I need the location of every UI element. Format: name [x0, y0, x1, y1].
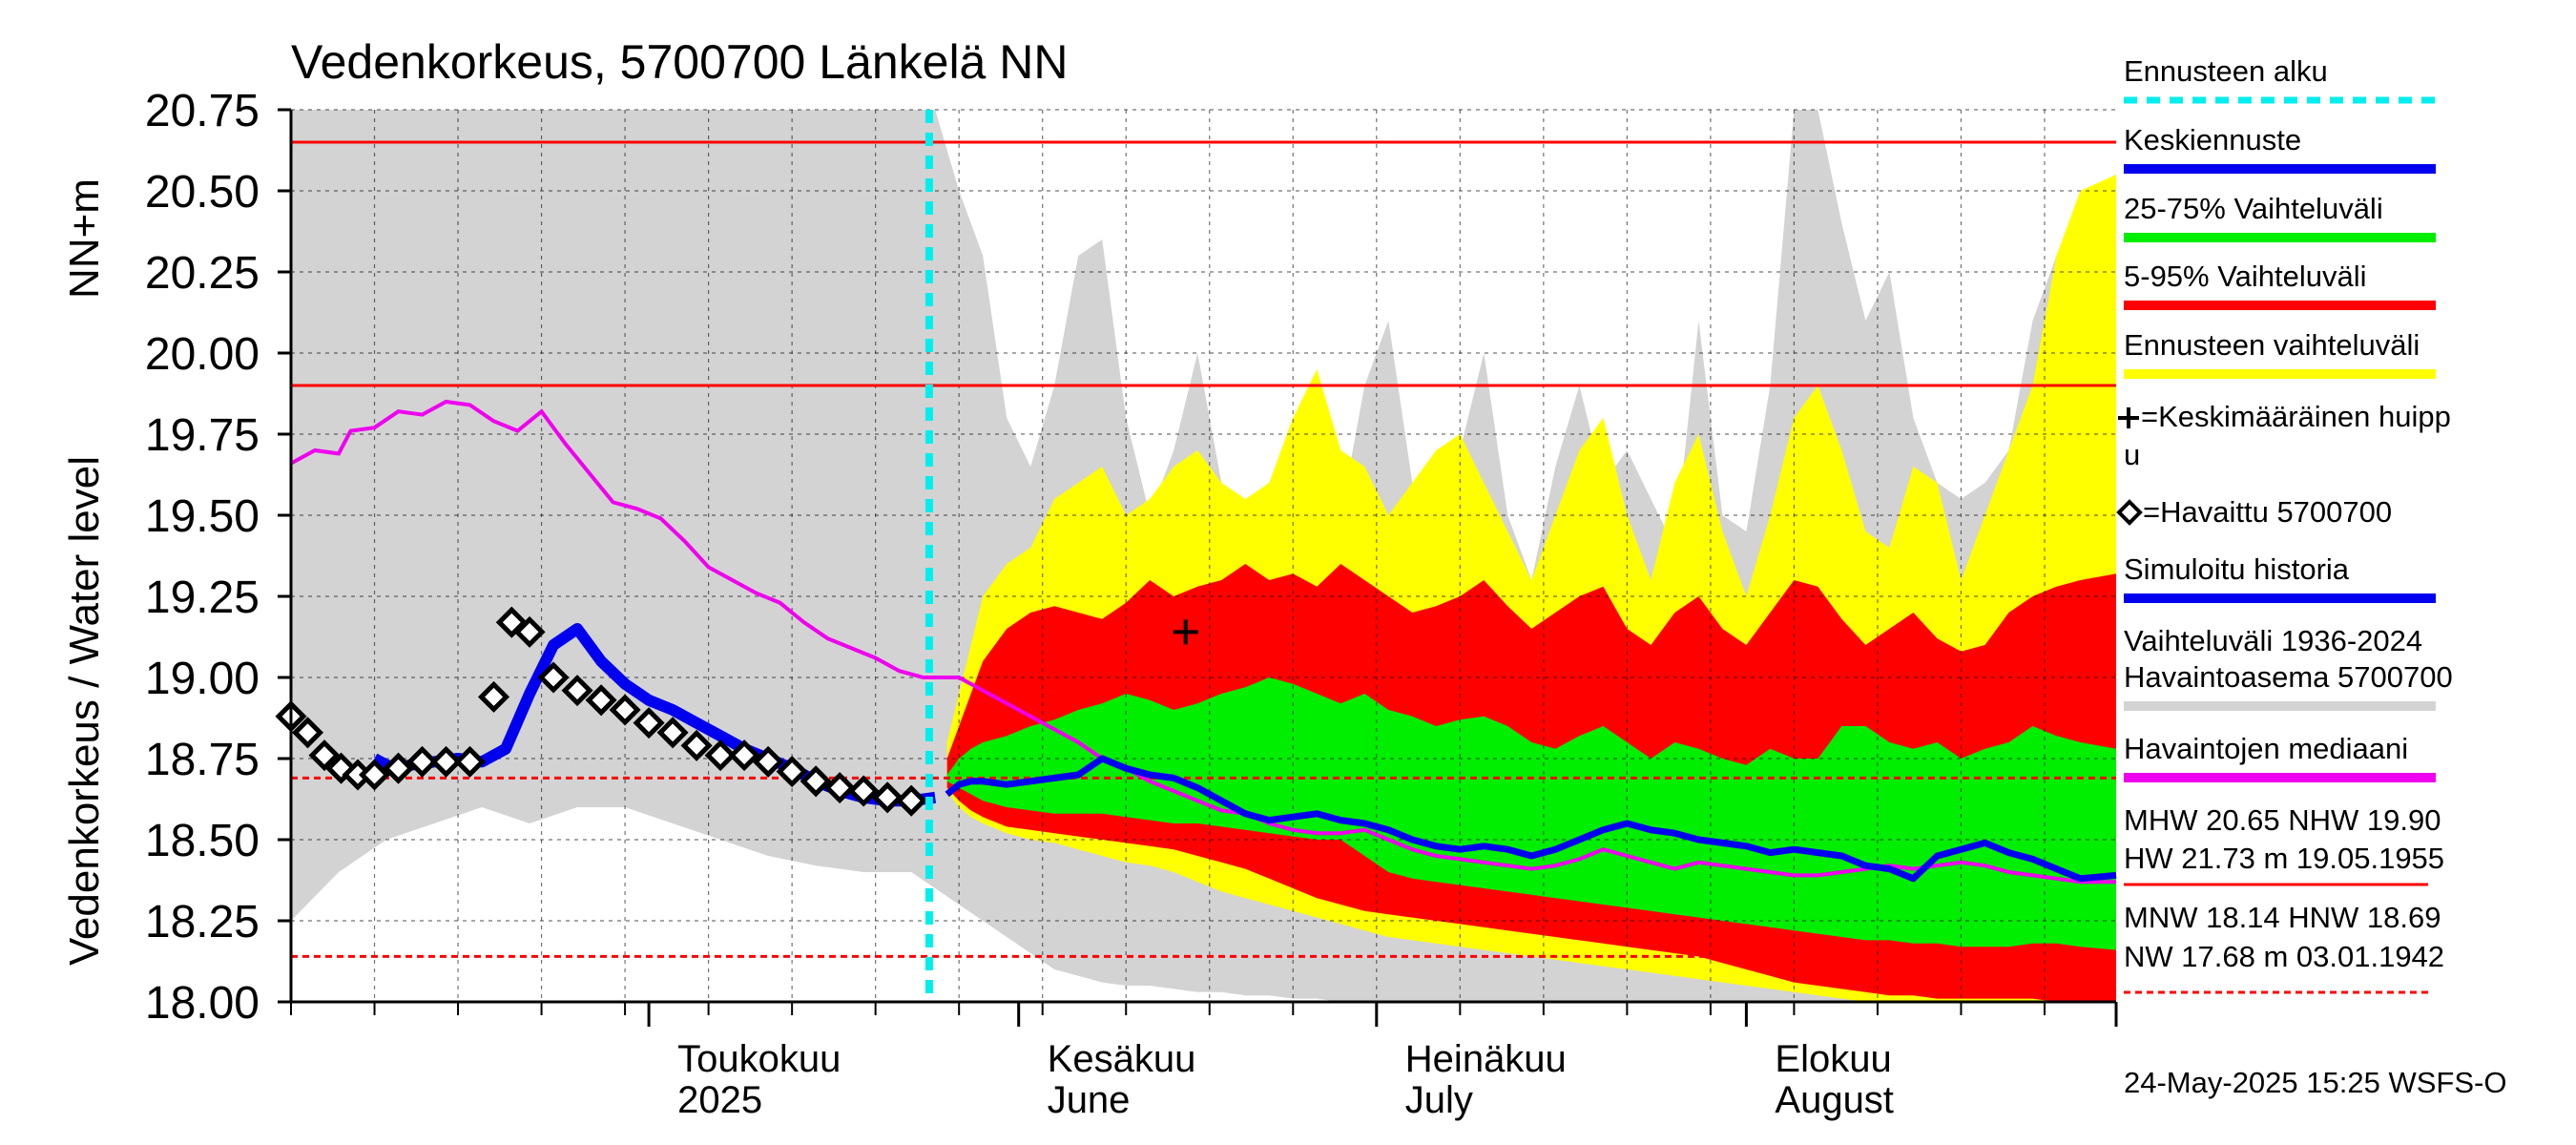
- stats-nw: NW 17.68 m 03.01.1942: [2124, 940, 2444, 973]
- observed-point: [382, 752, 415, 784]
- plot-grid: [290, 109, 2116, 1003]
- observed-point: [513, 615, 546, 648]
- plot-frame: [289, 110, 2116, 1004]
- x-month-label: Toukokuu: [677, 1038, 841, 1080]
- observed-point: [561, 675, 593, 707]
- legend-plus-icon: [2118, 407, 2139, 428]
- observed-point: [871, 781, 904, 814]
- observed-point: [358, 759, 391, 791]
- legend-label: Havaintojen mediaani: [2124, 732, 2408, 765]
- x-month-label: Heinäkuu: [1405, 1038, 1567, 1080]
- observed-point: [291, 717, 324, 749]
- x-month-label: Elokuu: [1775, 1038, 1891, 1080]
- band-25-75-area: [946, 677, 2117, 950]
- y-tick-label: 18.25: [145, 897, 260, 947]
- observed-point: [800, 765, 832, 798]
- stats-hw: HW 21.73 m 19.05.1955: [2124, 842, 2444, 875]
- observed-point: [406, 745, 439, 778]
- mean-peak-marker: [1173, 619, 1198, 645]
- plot-lines: [275, 110, 2117, 1002]
- legend-label-continued: u: [2124, 438, 2140, 471]
- legend-label: Vaihteluväli 1936-2024: [2124, 624, 2422, 657]
- observed-point: [680, 729, 713, 761]
- y-tick-label: 20.00: [145, 329, 260, 380]
- observed-point: [537, 661, 570, 694]
- median-forecast-line: [945, 755, 2117, 883]
- observed-median-line: [290, 399, 2116, 885]
- observed-point: [430, 745, 463, 778]
- observed-point: [609, 694, 641, 726]
- legend-label: Ennusteen vaihteluväli: [2124, 328, 2420, 362]
- y-tick-label: 18.75: [145, 735, 260, 785]
- y-tick-label: 20.75: [145, 86, 260, 136]
- legend-label: Ennusteen alku: [2124, 54, 2328, 88]
- y-tick-label: 19.75: [145, 410, 260, 461]
- observed-point: [776, 756, 808, 788]
- y-axis-label: Vedenkorkeus / Water level: [61, 456, 108, 966]
- observed-point: [585, 684, 617, 717]
- legend-label-continued: Havaintoasema 5700700: [2124, 660, 2453, 694]
- y-tick-label: 19.50: [145, 491, 260, 542]
- y-tick-label: 19.25: [145, 572, 260, 623]
- observed-point: [478, 680, 510, 713]
- y-axis-unit-label: NN+m: [61, 178, 108, 299]
- y-tick-label: 20.25: [145, 248, 260, 299]
- x-month-label-en: August: [1775, 1079, 1894, 1121]
- observed-point: [823, 772, 856, 804]
- y-tick-label: 20.50: [145, 167, 260, 218]
- observed-point: [728, 739, 760, 772]
- legend-label: Simuloitu historia: [2124, 552, 2350, 586]
- observed-point: [324, 752, 358, 784]
- chart-title: Vedenkorkeus, 5700700 Länkelä NN: [291, 35, 1068, 89]
- legend-label: =Keskimääräinen huipp: [2141, 400, 2451, 433]
- observed-point: [704, 739, 737, 772]
- stats-mhw-nhw: MHW 20.65 NHW 19.90: [2124, 803, 2441, 837]
- observed-point: [308, 739, 341, 772]
- legend: Ennusteen alku Keskiennuste 25-75% Vaihtel…: [2116, 54, 2453, 782]
- x-month-label-en: 2025: [677, 1079, 762, 1121]
- legend-diamond-icon: [2116, 499, 2143, 526]
- observed-point: [847, 775, 880, 807]
- y-tick-label: 19.00: [145, 654, 260, 704]
- y-ticks: 18.00 18.25 18.50 18.75 19.00 19.25 19.50 19.75…: [145, 86, 291, 1029]
- observed-point: [656, 717, 689, 749]
- legend-label: Keskiennuste: [2124, 123, 2301, 156]
- x-month-label-en: June: [1048, 1079, 1131, 1121]
- x-month-label: Kesäkuu: [1048, 1038, 1196, 1080]
- y-tick-label: 18.00: [145, 978, 260, 1029]
- observed-point: [454, 745, 487, 778]
- timestamp: 24-May-2025 15:25 WSFS-O: [2124, 1066, 2506, 1099]
- stats-mnw-hnw: MNW 18.14 HNW 18.69: [2124, 901, 2441, 934]
- legend-label: 25-75% Vaihteluväli: [2124, 192, 2383, 225]
- legend-label: =Havaittu 5700700: [2143, 495, 2392, 529]
- y-tick-label: 18.50: [145, 816, 260, 866]
- x-month-label-en: July: [1405, 1079, 1473, 1121]
- legend-label: 5-95% Vaihteluväli: [2124, 260, 2366, 293]
- observed-point: [895, 784, 927, 817]
- observed-point: [752, 745, 784, 778]
- observed-point: [633, 707, 665, 739]
